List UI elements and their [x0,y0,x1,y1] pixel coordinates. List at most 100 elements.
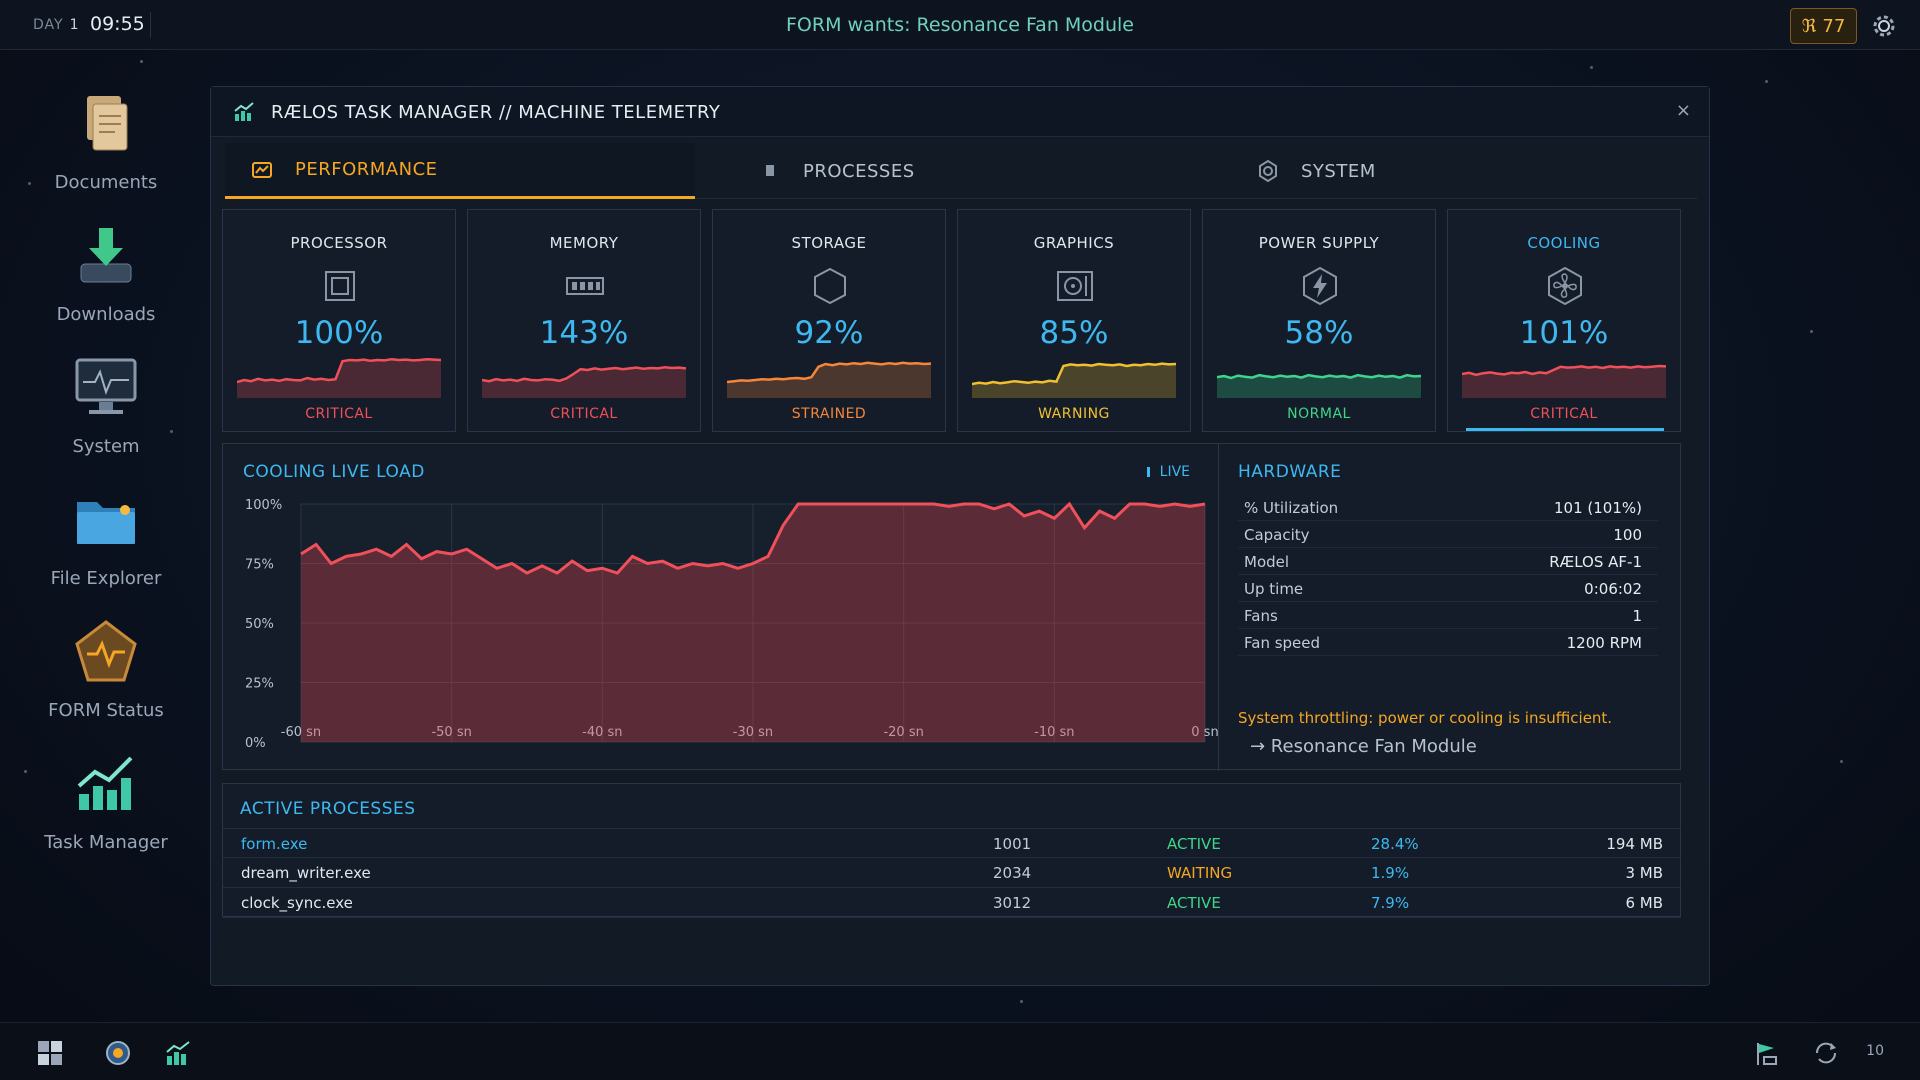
hardware-value: 101 (101%) [1554,499,1642,517]
metric-card-power-supply[interactable]: POWER SUPPLY 58% NORMAL [1202,209,1436,432]
metric-sparkline [1217,373,1421,398]
desktop-icon-documents[interactable]: Documents [30,88,182,193]
metric-status: STRAINED [791,406,867,422]
metric-card-cooling[interactable]: COOLING 101% CRITICAL [1447,209,1681,432]
y-tick-label: 75% [245,558,274,573]
process-row[interactable]: form.exe 1001 ACTIVE 28.4% 194 MB [223,828,1681,858]
selected-card-indicator [1466,428,1664,431]
metric-value: 101% [1519,315,1609,351]
tab-label: SYSTEM [1301,160,1376,182]
metric-status: CRITICAL [305,406,373,422]
resonance-fan-module-link[interactable]: → Resonance Fan Module [1250,736,1477,757]
cooling-load-line [300,501,1206,575]
process-row[interactable]: dream_writer.exe 2034 WAITING 1.9% 3 MB [223,858,1681,888]
metric-card-storage[interactable]: STORAGE 92% STRAINED [712,209,946,432]
metric-status: CRITICAL [550,406,618,422]
desktop-icon-label: File Explorer [50,568,162,589]
network-status-icon[interactable] [1752,1039,1780,1067]
divider [1218,444,1219,771]
desktop-icon-downloads[interactable]: Downloads [30,220,182,325]
process-memory: 3 MB [1625,864,1663,882]
cooling-detail-panel: COOLING LIVE LOAD LIVE 0% 25% 50% 75% 100% -6… [222,443,1682,771]
desktop-icon-form-status[interactable]: FORM Status [30,616,182,721]
form-status-taskbar-icon[interactable] [104,1039,132,1067]
sparkline-line [972,362,1176,386]
process-name: clock_sync.exe [241,894,353,912]
process-status: ACTIVE [1167,894,1221,912]
tab-processes[interactable]: PROCESSES [759,143,915,199]
window-title-bar[interactable]: RÆLOS TASK MANAGER // MACHINE TELEMETRY … [211,87,1709,137]
hardware-value: 1 [1632,607,1642,625]
metric-value: 100% [294,315,384,351]
desktop-icon-label: FORM Status [48,700,164,721]
taskbar: 10 [0,1022,1920,1080]
metric-name: MEMORY [549,234,619,252]
metric-sparkline [1462,364,1666,398]
sparkline-area [482,367,686,398]
hardware-title: HARDWARE [1238,462,1342,482]
process-pid: 1001 [993,835,1032,853]
sparkline-line [727,361,931,384]
desktop-icon-file-explorer[interactable]: File Explorer [30,484,182,589]
documents-icon [87,96,128,151]
desktop-icon-label: Documents [54,172,158,193]
start-menu-icon[interactable] [36,1039,64,1067]
desktop-icon-system[interactable]: System [30,352,182,457]
hardware-section: HARDWARE % Utilization 101 (101%) Capacit… [1218,444,1682,771]
metric-card-processor[interactable]: PROCESSOR 100% CRITICAL [222,209,456,432]
storage-hexagon-icon [814,267,846,305]
x-tick-label: -30 sn [733,725,773,740]
sparkline-area [1217,375,1421,398]
hardware-value: RÆLOS AF-1 [1549,553,1642,571]
credits-amount: 77 [1822,15,1846,37]
downloads-icon [80,228,132,283]
sparkline-line [237,358,441,384]
metric-value: 85% [1039,315,1109,351]
tab-label: PROCESSES [803,160,915,182]
tab-system[interactable]: SYSTEM [1257,143,1376,199]
task-manager-taskbar-icon[interactable] [164,1039,192,1067]
metric-card-memory[interactable]: MEMORY 143% CRITICAL [467,209,701,432]
hardware-key: Fans [1244,607,1278,625]
sync-icon[interactable] [1812,1039,1840,1067]
settings-gear-icon[interactable] [1868,10,1900,42]
tray-counter: 10 [1866,1043,1884,1059]
process-status: ACTIVE [1167,835,1221,853]
hardware-key: Model [1244,553,1290,571]
tab-bar: PERFORMANCE PROCESSES SYSTEM [225,143,1697,199]
process-name: form.exe [241,835,308,853]
hardware-key: Capacity [1244,526,1310,544]
metric-name: STORAGE [791,234,867,252]
process-pid: 2034 [993,864,1032,882]
metric-sparkline [482,365,686,398]
tab-performance[interactable]: PERFORMANCE [225,143,695,199]
metric-value: 58% [1284,315,1354,351]
y-tick-label: 100% [245,498,282,513]
form-goal-text: FORM wants: Resonance Fan Module [786,14,1134,36]
credits-badge[interactable]: ℜ 77 [1790,8,1857,44]
close-button[interactable]: × [1675,100,1691,121]
cooling-load-area [301,504,1205,742]
system-monitor-icon [75,358,137,414]
hardware-row: Model RÆLOS AF-1 [1238,548,1658,575]
metric-name: COOLING [1527,234,1601,252]
process-memory: 6 MB [1625,894,1663,912]
cpu-chip-icon [325,271,355,301]
hardware-row: Fan speed 1200 RPM [1238,629,1658,656]
process-row[interactable]: clock_sync.exe 3012 ACTIVE 7.9% 6 MB [223,888,1681,918]
performance-chart-icon [252,161,272,178]
x-tick-label: -10 sn [1034,725,1074,740]
sparkline-area [1462,366,1666,398]
metric-value: 143% [539,315,629,351]
metric-card-graphics[interactable]: GRAPHICS 85% WARNING [957,209,1191,432]
metric-sparkline [972,362,1176,398]
fan-icon [1548,266,1582,306]
sparkline-area [972,363,1176,398]
gpu-card-icon [1057,271,1093,301]
desktop-icon-task-manager[interactable]: Task Manager [30,748,182,853]
tab-label: PERFORMANCE [295,159,438,180]
metric-name: PROCESSOR [290,234,388,252]
process-cpu: 1.9% [1371,864,1410,882]
resonance-currency-icon: ℜ [1801,15,1817,37]
hardware-row: Capacity 100 [1238,521,1658,548]
